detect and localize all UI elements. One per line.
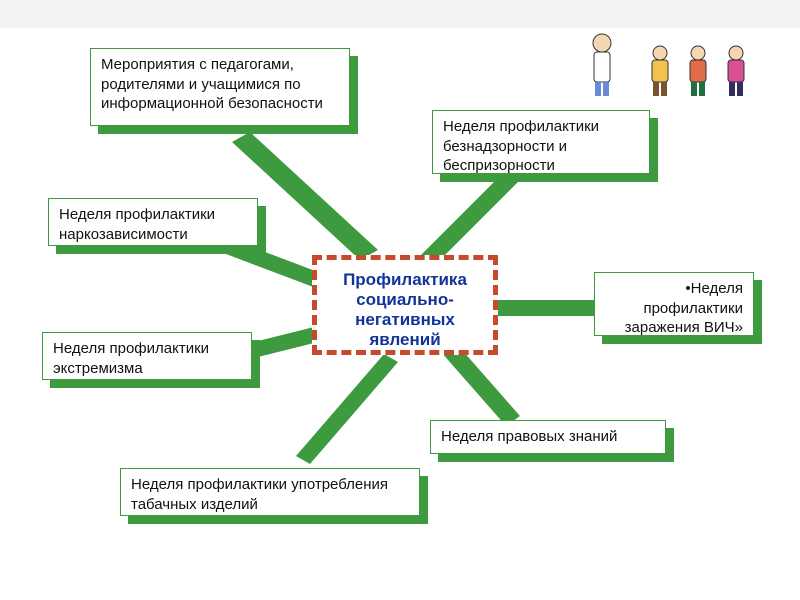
connector — [494, 300, 596, 316]
node-n6: Неделя правовых знаний — [430, 420, 666, 454]
node-n3: Неделя профилактики наркозависимости — [48, 198, 258, 246]
diagram-stage: Мероприятия с педагогами, родителями и у… — [0, 0, 800, 600]
connector — [296, 354, 398, 464]
people-illustration — [586, 28, 766, 108]
node-n7: Неделя профилактики употребления табачны… — [120, 468, 420, 516]
center-node: Профилактика социально-негативных явлени… — [312, 255, 498, 355]
connector — [418, 170, 520, 268]
node-n5: Неделя профилактики экстремизма — [42, 332, 252, 380]
node-n4: •Неделя профилактики заражения ВИЧ» — [594, 272, 754, 336]
node-n2: Неделя профилактики безнадзорности и бес… — [432, 110, 650, 174]
node-n1: Мероприятия с педагогами, родителями и у… — [90, 48, 350, 126]
